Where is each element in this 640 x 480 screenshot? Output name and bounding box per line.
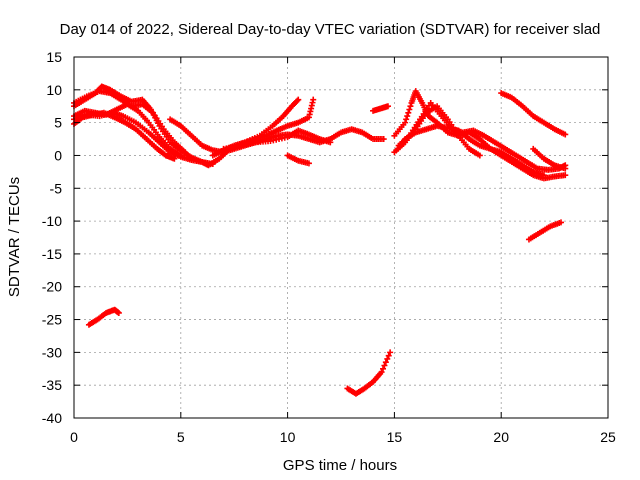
data-point — [305, 160, 312, 167]
y-tick-label: 5 — [54, 115, 62, 131]
data-point — [404, 113, 411, 120]
y-tick-label: 10 — [46, 82, 62, 98]
x-tick-label: 25 — [600, 429, 616, 445]
data-arc — [220, 127, 334, 152]
data-point — [558, 219, 565, 226]
x-axis-label: GPS time / hours — [283, 457, 397, 474]
data-point — [402, 119, 409, 126]
data-point — [380, 136, 387, 143]
y-tick-label: -15 — [42, 246, 62, 262]
data-arc — [370, 103, 391, 114]
x-tick-label: 20 — [493, 429, 509, 445]
y-tick-label: -40 — [42, 410, 62, 426]
x-tick-label: 15 — [387, 429, 403, 445]
data-point — [380, 365, 387, 372]
y-tick-label: -30 — [42, 344, 62, 360]
x-tick-label: 5 — [177, 429, 185, 445]
data-point — [382, 359, 389, 366]
data-point — [327, 139, 334, 146]
data-point — [295, 96, 302, 103]
data-point — [562, 172, 569, 179]
grid-lines — [74, 57, 608, 418]
data-point — [405, 109, 412, 116]
axis-ticks: 0 5 10 15 20 25 15 10 5 0 -5 -10 -15 -20 -25 -30 -35 -40 — [42, 49, 616, 445]
data-point — [406, 106, 413, 113]
y-tick-label: -35 — [42, 377, 62, 393]
data-arc — [71, 88, 189, 156]
data-point — [378, 369, 385, 376]
data-point — [385, 352, 392, 359]
plot-frame — [73, 56, 609, 419]
data-point — [407, 103, 414, 110]
data-point — [209, 160, 216, 167]
data-point — [384, 103, 391, 110]
y-tick-label: -10 — [42, 213, 62, 229]
data-point — [381, 362, 388, 369]
data-arc — [209, 96, 317, 159]
data-arc — [344, 349, 394, 397]
y-axis-label: SDTVAR / TECUs — [6, 177, 23, 297]
data-point — [177, 152, 184, 159]
data-arc — [284, 152, 312, 167]
data-arc — [498, 90, 569, 138]
x-tick-label: 10 — [280, 429, 296, 445]
data-point — [294, 97, 301, 104]
chart-title: Day 014 of 2022, Sidereal Day-to-day VTE… — [60, 21, 601, 38]
y-tick-label: -20 — [42, 279, 62, 295]
data-point — [476, 152, 483, 159]
data-arc — [530, 145, 569, 172]
data-arc — [402, 122, 547, 179]
data-point — [115, 309, 122, 316]
data-point — [403, 116, 410, 123]
data-point — [182, 149, 189, 156]
data-point — [540, 172, 547, 179]
data-point — [387, 349, 394, 356]
data-point — [171, 155, 178, 162]
x-tick-label: 0 — [70, 429, 78, 445]
y-tick-label: -5 — [50, 180, 63, 196]
data-point — [562, 131, 569, 138]
y-tick-label: 0 — [54, 147, 62, 163]
y-tick-label: 15 — [46, 49, 62, 65]
y-tick-label: -25 — [42, 312, 62, 328]
data-arc — [85, 306, 122, 328]
data-point — [310, 96, 317, 103]
data-arc — [525, 219, 565, 243]
data-point — [384, 355, 391, 362]
data-point — [562, 165, 569, 172]
data-markers — [71, 83, 569, 397]
